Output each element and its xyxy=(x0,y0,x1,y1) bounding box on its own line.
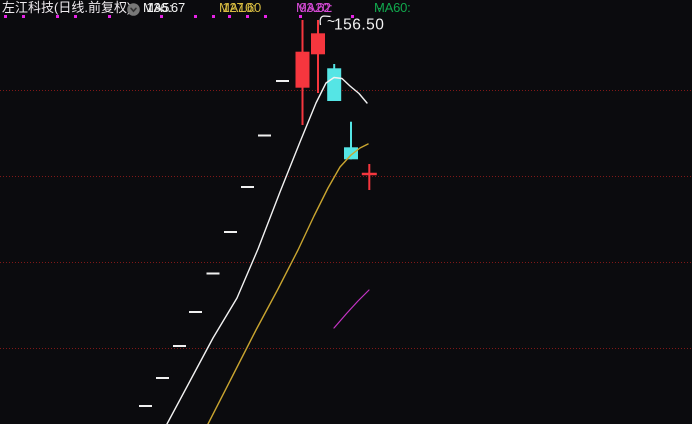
ma60-label: MA60: xyxy=(374,0,411,15)
high-price-marker: ~ 156.50 xyxy=(319,13,384,34)
clipped-line-dot xyxy=(108,15,111,18)
candle-body xyxy=(344,147,358,160)
ma60-indicator: MA60: - xyxy=(374,0,411,15)
clipped-line-dot xyxy=(228,15,231,18)
clipped-indicator-dots xyxy=(4,15,354,18)
ma5-indicator: MA5: 136.67 xyxy=(143,0,185,15)
clipped-line-dot xyxy=(160,15,163,18)
collapse-button[interactable] xyxy=(127,3,140,16)
candle-body xyxy=(327,68,342,101)
ma10-label: MA10: xyxy=(219,0,256,15)
ma20-label: MA20: xyxy=(296,0,333,15)
clipped-line-dot xyxy=(22,15,25,18)
ma10-value: 127.60 xyxy=(222,0,261,15)
clipped-line-dot xyxy=(264,15,267,18)
stock-title: 左江科技(日线.前复权) xyxy=(2,0,132,15)
ma-line-ma10 xyxy=(207,143,369,424)
candles xyxy=(139,20,377,407)
clipped-line-dot xyxy=(212,15,215,18)
clipped-line-dot xyxy=(299,15,302,18)
high-price-arrow-icon xyxy=(319,15,331,26)
clipped-line-dot xyxy=(246,15,249,18)
clipped-line-dot xyxy=(194,15,197,18)
candle-body xyxy=(295,51,310,88)
chart-header: 左江科技(日线.前复权) MA5: 136.67 MA10: 127.60 MA… xyxy=(0,0,692,16)
chevron-down-circle-icon xyxy=(127,3,140,16)
clipped-line-dot xyxy=(56,15,59,18)
ma-line-ma20 xyxy=(333,289,370,329)
price-gridlines xyxy=(0,90,692,349)
ma60-value: - xyxy=(377,0,382,15)
ma5-label: MA5: xyxy=(143,0,173,15)
clipped-line-dot xyxy=(74,15,77,18)
ma-line-ma5 xyxy=(166,76,368,424)
ma-lines xyxy=(166,76,370,424)
ma20-value: 93.62 xyxy=(299,0,331,15)
ma20-indicator: MA20: 93.62 xyxy=(296,0,333,15)
clipped-line-dot xyxy=(351,15,354,18)
high-price-pointer: ~ xyxy=(327,13,335,29)
ma5-value: 136.67 xyxy=(146,0,185,15)
clipped-line-dot xyxy=(4,15,7,18)
ma10-indicator: MA10: 127.60 xyxy=(219,0,261,15)
candle-body xyxy=(311,33,325,55)
high-price-label: 156.50 xyxy=(334,17,384,34)
